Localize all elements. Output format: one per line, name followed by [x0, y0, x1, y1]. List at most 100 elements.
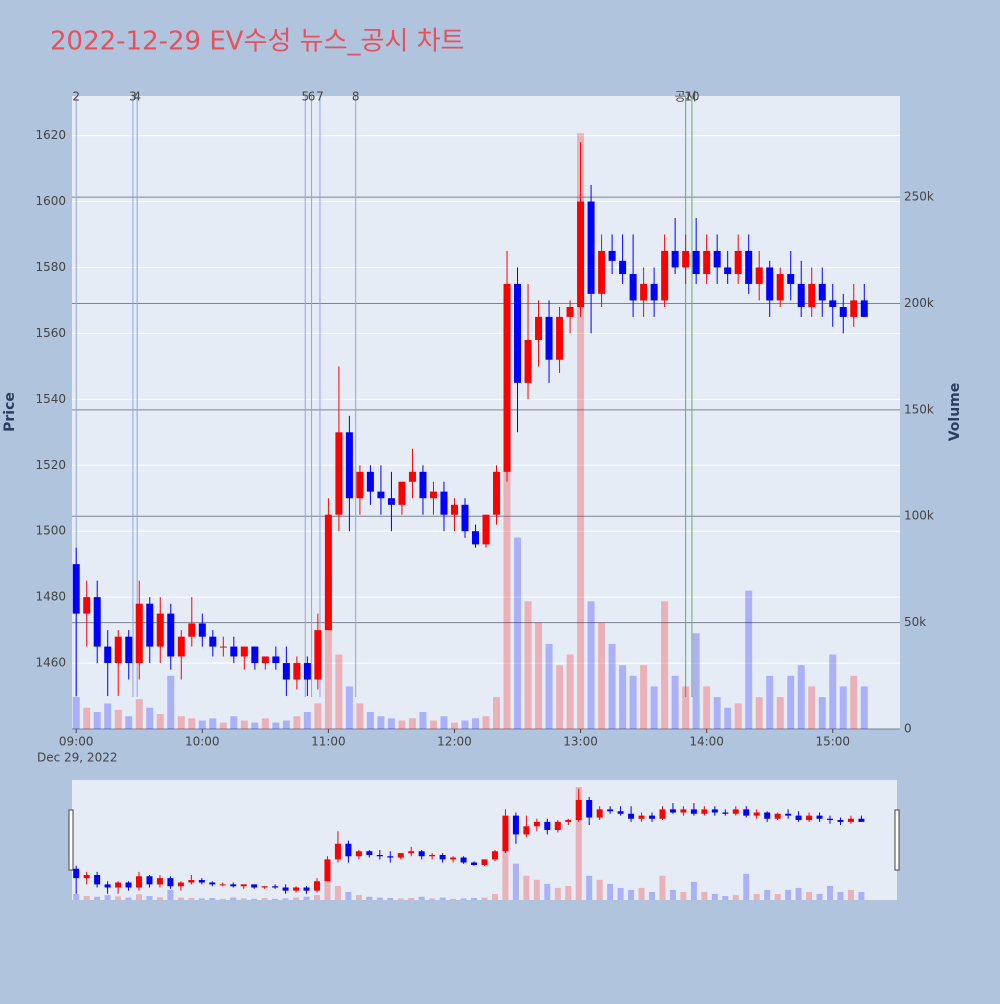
volume-bar	[586, 875, 593, 900]
volume-bar	[376, 897, 383, 900]
candle-body	[713, 250, 721, 268]
candle-body	[471, 531, 479, 545]
date-label: Dec 29, 2022	[37, 751, 117, 765]
candle-body	[146, 603, 154, 647]
candle-body	[293, 663, 301, 680]
candle-body	[650, 283, 658, 301]
y-tick-label: 1500	[35, 524, 66, 538]
volume-bar	[324, 580, 332, 729]
candle-body	[566, 307, 574, 317]
candle-body	[586, 800, 593, 818]
candle-body	[293, 887, 300, 891]
volume-bar	[387, 718, 395, 729]
candle-body	[533, 821, 540, 827]
slider-handle[interactable]	[894, 809, 900, 871]
candle-body	[850, 300, 858, 317]
volume-bar	[491, 893, 498, 900]
volume-bar	[512, 863, 519, 900]
candle-body	[387, 498, 395, 505]
volume-bar	[419, 711, 427, 729]
candle-body	[460, 857, 467, 863]
volume-bar	[146, 707, 154, 729]
volume-bar	[167, 675, 175, 729]
volume-bar	[136, 894, 143, 900]
candle-body	[860, 300, 868, 317]
candle-body	[345, 843, 352, 857]
candle-body	[753, 812, 760, 816]
volume-bar	[115, 896, 122, 900]
candle-body	[282, 887, 289, 891]
volume-bar	[826, 885, 833, 900]
candle-body	[596, 809, 603, 818]
candle-body	[619, 260, 627, 275]
candle-body	[544, 821, 551, 830]
candle-body	[198, 623, 206, 637]
volume-bar	[314, 703, 322, 729]
volume-bar	[240, 898, 247, 900]
candle-body	[502, 815, 509, 852]
candle-body	[818, 283, 826, 301]
candle-body	[587, 201, 595, 294]
range-slider[interactable]	[72, 780, 897, 900]
candle-body	[146, 876, 153, 885]
candle-body	[808, 283, 816, 307]
volume-bar	[680, 891, 687, 900]
candle-body	[491, 851, 498, 860]
x-tick-label: 13:00	[563, 735, 598, 749]
volume-bar	[450, 722, 458, 729]
candle-body	[743, 809, 750, 816]
candle-body	[198, 880, 205, 883]
volume-bar	[303, 711, 311, 729]
candle-body	[503, 283, 511, 472]
volume-bar	[764, 889, 771, 900]
volume-bar	[669, 889, 676, 900]
candle-body	[136, 876, 143, 888]
candle-body	[366, 851, 373, 855]
volume-bar	[282, 898, 289, 900]
volume-bar	[722, 895, 729, 900]
volume-bar	[659, 875, 666, 900]
annotation-label: 3	[129, 90, 137, 104]
candle-body	[598, 250, 606, 294]
slider-handle[interactable]	[68, 809, 74, 871]
volume-bar	[797, 665, 805, 729]
candle-body	[724, 267, 732, 275]
candle-body	[83, 597, 91, 614]
candle-body	[104, 646, 112, 664]
volume-bar	[711, 893, 718, 900]
volume-bar	[251, 898, 258, 900]
candle-body	[188, 880, 195, 883]
y-tick-label: 1460	[35, 656, 66, 670]
candle-body	[535, 316, 543, 340]
volume-bar	[766, 675, 774, 729]
candle-body	[303, 663, 311, 680]
annotation-label: 6	[308, 90, 316, 104]
volume-bar	[387, 897, 394, 900]
candle-body	[816, 815, 823, 819]
volume-bar	[471, 897, 478, 900]
candle-body	[523, 826, 530, 835]
candle-body	[156, 613, 164, 647]
candle-body	[565, 820, 572, 822]
volume-bar	[818, 697, 826, 729]
volume-bar	[745, 590, 753, 729]
volume-bar	[377, 716, 385, 729]
candle-body	[461, 504, 469, 532]
volume-bar	[366, 711, 374, 729]
volume-bar	[104, 895, 111, 900]
y2-tick-label: 150k	[904, 402, 934, 416]
volume-bar	[439, 897, 446, 900]
candle-body	[314, 630, 322, 680]
candle-body	[577, 201, 585, 307]
volume-bar	[324, 871, 331, 900]
candle-body	[377, 491, 385, 499]
volume-bar	[345, 891, 352, 900]
volume-bar	[93, 711, 101, 729]
volume-bar	[146, 895, 153, 900]
volume-bar	[73, 893, 80, 900]
candle-body	[680, 809, 687, 813]
candle-body	[355, 851, 362, 857]
y-tick-label: 1620	[35, 128, 66, 142]
